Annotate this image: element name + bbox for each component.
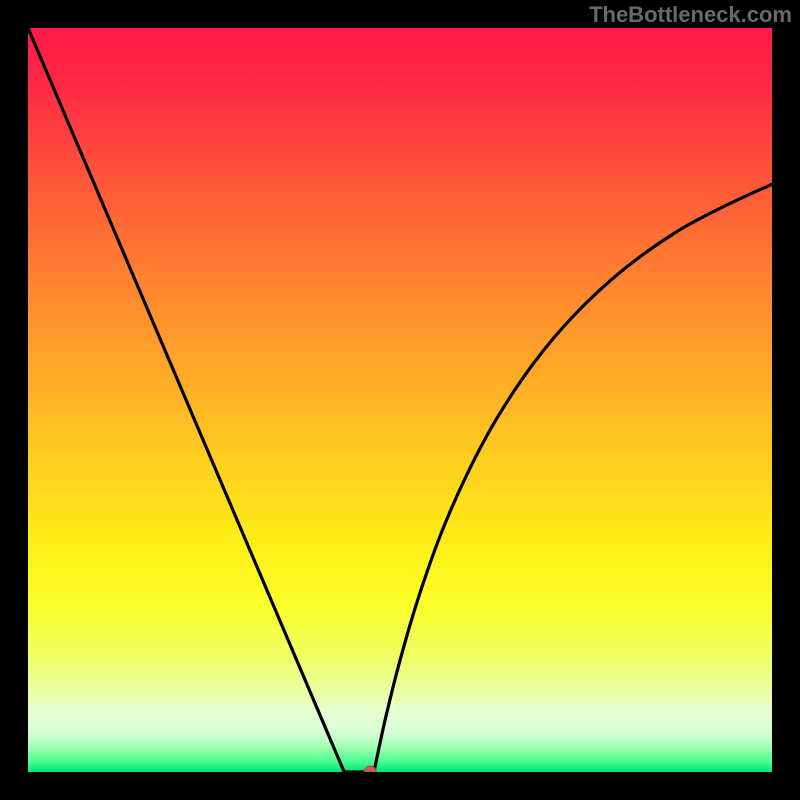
chart-container: TheBottleneck.com (0, 0, 800, 800)
bottleneck-chart (0, 0, 800, 800)
watermark-text: TheBottleneck.com (589, 2, 792, 28)
